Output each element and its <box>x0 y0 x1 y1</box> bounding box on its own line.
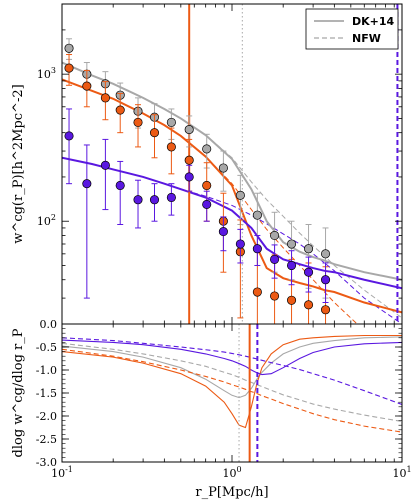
data-point-purple <box>218 227 228 237</box>
slope-curve-gray-solid <box>62 336 402 399</box>
legend-label-nfw: NFW <box>352 32 381 45</box>
data-point-purple <box>235 239 245 249</box>
data-point-purple <box>303 267 314 277</box>
data-point-orange <box>166 142 176 152</box>
data-point-gray <box>303 244 314 254</box>
data-point-orange <box>133 117 143 127</box>
data-point-purple <box>115 180 125 191</box>
data-point-purple <box>166 192 176 203</box>
data-point-orange <box>100 93 110 103</box>
data-point-purple <box>270 254 280 264</box>
top-y-tick-label: 102 <box>37 213 56 228</box>
data-point-purple <box>133 195 143 205</box>
data-point-gray <box>184 125 194 135</box>
data-point-purple <box>252 244 262 254</box>
bottom-y-tick-label: 0.0 <box>40 318 58 331</box>
data-point-gray <box>286 239 297 249</box>
slope-curve-orange-solid <box>62 334 402 429</box>
data-point-orange <box>64 63 74 73</box>
slope-curve-purple-dashed <box>62 337 402 406</box>
data-point-purple <box>286 260 297 271</box>
legend: DK+14 NFW <box>305 8 399 50</box>
bottom-y-tick-label: -0.5 <box>36 341 57 354</box>
data-point-gray <box>64 43 74 53</box>
bottom-panel-frame <box>61 323 403 463</box>
x-tick-label: 101 <box>392 465 411 480</box>
bottom-y-tick-label: -1.0 <box>36 364 57 377</box>
data-point-gray <box>166 117 176 127</box>
data-point-purple <box>149 195 160 205</box>
data-point-gray <box>202 144 212 154</box>
nfw-curve-gray <box>62 62 402 319</box>
bottom-panel <box>62 324 402 462</box>
legend-box <box>305 8 399 50</box>
dk14-curve-orange <box>62 78 402 314</box>
bottom-y-tick-label: -2.0 <box>36 410 57 423</box>
slope-curve-purple-solid <box>62 339 402 376</box>
data-point-purple <box>82 179 92 189</box>
data-point-orange <box>82 81 92 91</box>
data-point-gray <box>270 230 280 241</box>
data-point-purple <box>320 275 331 285</box>
top-y-axis-label: w^cg(r_P)[h^2Mpc^-2] <box>11 84 26 243</box>
slope-curve-orange-dashed <box>62 348 402 433</box>
bottom-y-axis-label: dlog w^cg/dlog r_P <box>11 328 26 457</box>
data-point-purple <box>184 172 194 182</box>
data-point-orange <box>252 287 262 297</box>
slope-curve-gray-dashed <box>62 342 402 423</box>
top-y-tick-label: 103 <box>37 66 56 81</box>
legend-label-dk14: DK+14 <box>352 15 395 28</box>
data-point-orange <box>115 105 125 115</box>
x-tick-label: 100 <box>222 465 241 480</box>
top-panel <box>62 4 402 324</box>
bottom-y-tick-label: -1.5 <box>36 387 57 400</box>
data-point-orange <box>149 128 160 138</box>
data-point-purple <box>202 199 212 210</box>
x-axis-label: r_P[Mpc/h] <box>195 485 268 500</box>
tick-labels: 102 103 0.0 -0.5 -1.0 -1.5 -2.0 -2.5 -3.010-1 100… <box>36 66 412 480</box>
data-point-orange <box>270 291 280 301</box>
nfw-curve-purple <box>62 157 402 324</box>
x-tick-label: 10-1 <box>51 465 73 480</box>
data-point-gray <box>320 249 331 259</box>
bottom-y-tick-label: -3.0 <box>36 456 57 469</box>
data-point-orange <box>320 305 331 315</box>
data-point-purple <box>100 160 110 170</box>
dk14-curve-gray <box>62 61 402 281</box>
bottom-y-tick-label: -2.5 <box>36 433 57 446</box>
data-point-orange <box>202 180 212 191</box>
data-point-orange <box>184 155 194 165</box>
data-point-purple <box>64 131 74 141</box>
data-point-gray <box>235 190 245 200</box>
data-point-gray <box>218 163 228 173</box>
dk14-curve-purple <box>62 156 402 290</box>
data-point-gray <box>252 210 262 220</box>
data-point-orange <box>303 300 314 310</box>
data-point-orange <box>286 295 297 305</box>
